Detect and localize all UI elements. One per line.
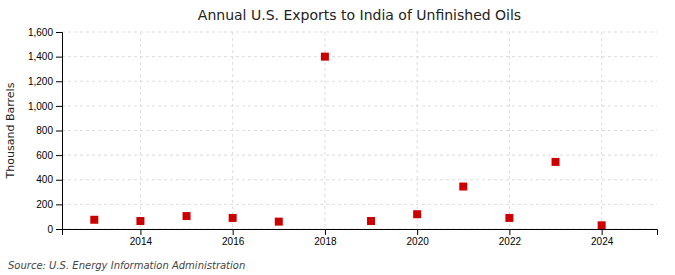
tick-mark: [56, 229, 62, 230]
grid-line-y: [62, 105, 657, 106]
grid-line-y: [62, 179, 657, 180]
tick-label: 600: [36, 150, 53, 161]
grid-line-y: [62, 130, 657, 131]
y-axis-title: Thousand Barrels: [4, 82, 17, 179]
tick: 200: [36, 199, 62, 210]
tick: 2020: [407, 229, 430, 247]
grid: [62, 32, 657, 229]
tick-label: 200: [36, 199, 53, 210]
tick-mark: [140, 229, 141, 235]
axis-line: [63, 230, 658, 236]
tick: 2022: [499, 229, 522, 247]
tick-label: 2020: [407, 236, 430, 247]
point: [90, 216, 98, 224]
grid-line-x: [601, 32, 602, 229]
x-axis: 2014 2016 2018 2020 2022 2024: [63, 229, 658, 247]
grid-line-y: [62, 204, 657, 205]
tick-mark: [56, 155, 62, 156]
point: [552, 158, 560, 166]
title: Annual U.S. Exports to India of Unfinish…: [198, 7, 521, 23]
tick-mark: [56, 180, 62, 181]
tick-label: 1,600: [28, 27, 53, 38]
point: [321, 53, 329, 61]
point: [136, 217, 144, 225]
tick-mark: [56, 57, 62, 58]
tick: 600: [36, 150, 62, 161]
tick-label: 1,400: [28, 51, 53, 62]
tick-mark: [417, 229, 418, 235]
tick-mark: [56, 204, 62, 205]
tick: 2024: [591, 229, 614, 247]
tick: 0: [47, 224, 62, 235]
tick-label: 800: [36, 125, 53, 136]
tick: 1,000: [28, 101, 62, 112]
grid-line-x: [232, 32, 233, 229]
grid-line-y: [62, 81, 657, 82]
marks: [90, 53, 605, 229]
tick-mark: [56, 106, 62, 107]
point: [413, 210, 421, 218]
tick-mark: [56, 32, 62, 33]
y-axis: 0 200 400 600 800 1,000 1,200 1,400 1,600: [28, 27, 63, 235]
tick: 2018: [314, 229, 337, 247]
chart: 2014 2016 2018 2020 2022 2024 0 200 400 600 800 1,0…: [0, 0, 675, 275]
tick-label: 1,200: [28, 76, 53, 87]
tick-mark: [56, 131, 62, 132]
tick-mark: [509, 229, 510, 235]
grid-line-y: [62, 32, 657, 33]
tick-mark: [233, 229, 234, 235]
tick-mark: [602, 229, 603, 235]
point: [229, 214, 237, 222]
tick-label: 0: [47, 224, 53, 235]
point: [459, 183, 467, 191]
grid-line-y: [62, 56, 657, 57]
point: [598, 221, 606, 229]
tick-label: 1,000: [28, 101, 53, 112]
grid-line-x: [140, 32, 141, 229]
plot-area: 2014 2016 2018 2020 2022 2024 0 200 400 600 800 1,0…: [28, 27, 658, 247]
tick-mark: [325, 229, 326, 235]
source: Source: U.S. Energy Information Administ…: [8, 260, 245, 271]
point: [505, 214, 513, 222]
point: [367, 217, 375, 225]
point: [183, 212, 191, 220]
tick: 400: [36, 174, 62, 185]
tick: 2016: [222, 229, 245, 247]
tick-label: 2022: [499, 236, 522, 247]
tick-label: 2024: [591, 236, 614, 247]
tick-label: 2018: [314, 236, 337, 247]
tick-label: 2014: [130, 236, 153, 247]
tick: 1,400: [28, 51, 62, 62]
tick-label: 2016: [222, 236, 245, 247]
tick: 2014: [130, 229, 153, 247]
tick-mark: [56, 81, 62, 82]
tick-label: 400: [36, 174, 53, 185]
grid-line-x: [509, 32, 510, 229]
tick: 800: [36, 125, 62, 136]
grid-line-x: [417, 32, 418, 229]
grid-line-y: [62, 155, 657, 156]
grid-line-x: [324, 32, 325, 229]
axis-line: [56, 33, 63, 230]
tick: 1,600: [28, 27, 62, 38]
tick: 1,200: [28, 76, 62, 87]
point: [275, 218, 283, 226]
